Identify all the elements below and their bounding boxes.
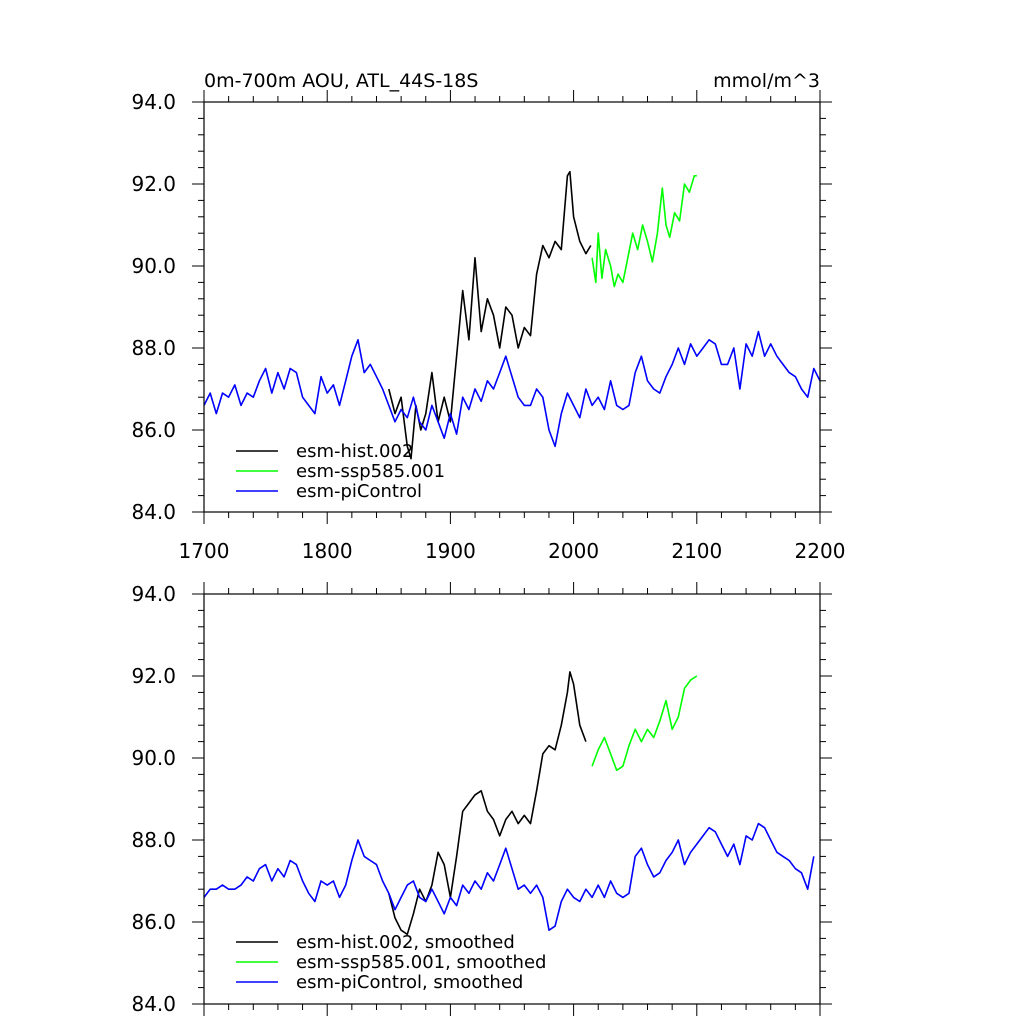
series-line-esm-ssp585-001-smoothed [591,675,698,772]
y-tick-label: 94.0 [131,582,176,606]
x-tick-label: 1700 [179,539,230,563]
chart-title: 0m-700m AOU, ATL_44S-18S [204,70,478,92]
series-line-esm-picontrol [203,330,821,448]
y-tick-label: 88.0 [131,336,176,360]
plot-frame [203,593,821,1005]
series-line-esm-picontrol-smoothed [203,822,815,932]
y-tick-label: 90.0 [131,746,176,770]
y-tick-label: 90.0 [131,254,176,278]
plot-frame [203,101,821,513]
legend-label: esm-piControl [296,481,422,502]
y-tick-label: 92.0 [131,172,176,196]
legend-label: esm-piControl, smoothed [296,972,523,993]
y-tick-label: 88.0 [131,828,176,852]
x-tick-label: 2100 [671,539,722,563]
legend-label: esm-hist.002, smoothed [296,932,515,953]
y-tick-label: 92.0 [131,664,176,688]
y-tick-label: 84.0 [131,992,176,1016]
x-tick-label: 1900 [425,539,476,563]
x-tick-label: 2200 [795,539,846,563]
top-panel: 0m-700m AOU, ATL_44S-18S mmol/m^3 84.0 86… [131,70,845,563]
units-label: mmol/m^3 [713,70,820,92]
bottom-panel: 84.0 86.0 88.0 90.0 92.0 94.0 esm-hist.002, s… [131,582,832,1016]
y-tick-label: 86.0 [131,910,176,934]
series-line-esm-ssp585-001 [591,175,697,288]
y-tick-label: 94.0 [131,90,176,114]
y-tick-label: 84.0 [131,500,176,524]
x-tick-label: 2000 [548,539,599,563]
legend-label: esm-ssp585.001 [296,461,445,482]
series-line-esm-hist-002-smoothed [388,671,587,936]
x-tick-label: 1800 [302,539,353,563]
legend-label: esm-ssp585.001, smoothed [296,952,546,973]
series-line-esm-hist-002 [388,170,592,460]
legend-label: esm-hist.002 [296,441,413,462]
y-tick-label: 86.0 [131,418,176,442]
